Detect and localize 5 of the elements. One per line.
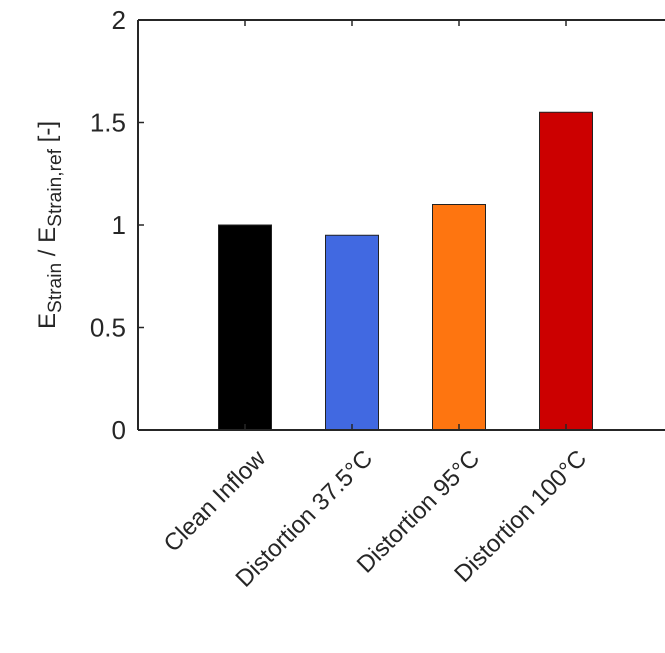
y-tick-label: 2	[112, 5, 126, 36]
y-tick-label: 0	[112, 415, 126, 446]
y-tick-label: 1.5	[90, 108, 126, 138]
y-tick-label: 0.5	[90, 312, 126, 343]
y-tick-label: 1	[112, 210, 126, 240]
